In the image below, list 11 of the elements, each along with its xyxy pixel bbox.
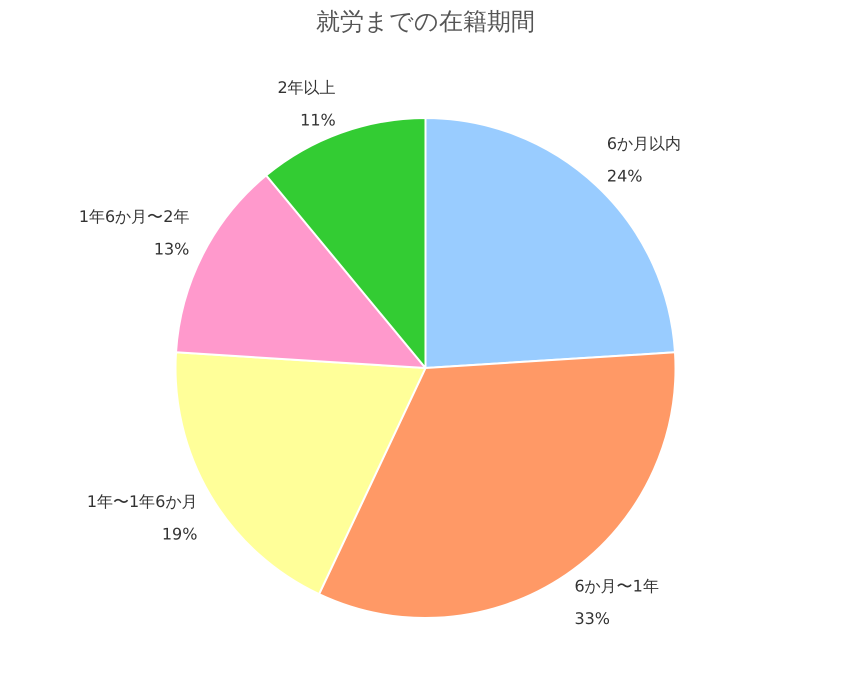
slice-label: 6か月〜1年 — [574, 576, 659, 596]
slice-label: 2年以上 — [278, 78, 336, 97]
data-label: 24% — [606, 166, 642, 186]
data-label: 19% — [162, 524, 198, 544]
slice-label: 1年〜1年6か月 — [86, 492, 198, 512]
data-label: 11% — [300, 110, 336, 130]
data-label: 13% — [154, 239, 190, 258]
chart-title: 就労までの在籍期間 — [316, 8, 535, 36]
data-label: 33% — [574, 608, 610, 628]
slice-label: 1年6か月〜2年 — [78, 206, 190, 226]
slice-label: 6か月以内 — [606, 134, 682, 154]
